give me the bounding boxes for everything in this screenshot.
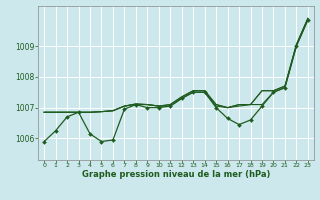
X-axis label: Graphe pression niveau de la mer (hPa): Graphe pression niveau de la mer (hPa) (82, 170, 270, 179)
